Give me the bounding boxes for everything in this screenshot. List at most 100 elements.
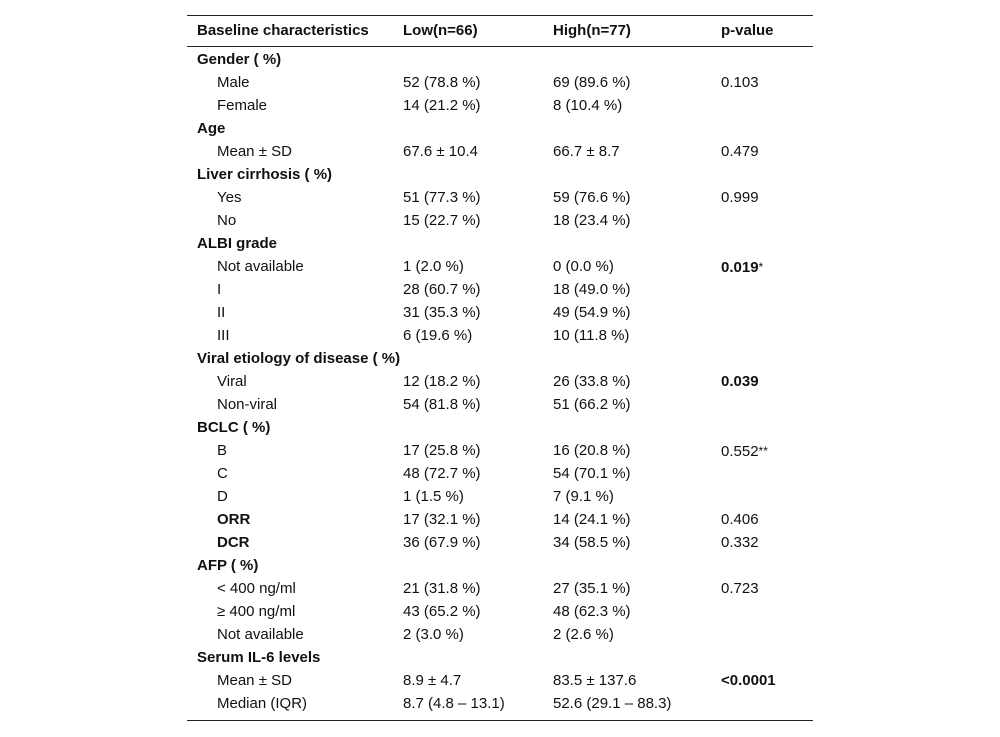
header-cell: High(n=77)	[553, 22, 631, 39]
data-cell: 34 (58.5 %)	[553, 534, 631, 551]
row-label: Viral	[217, 373, 247, 390]
data-cell: 2 (2.6 %)	[553, 626, 614, 643]
data-cell: 1 (2.0 %)	[403, 258, 464, 275]
p-note: **	[758, 444, 768, 458]
p-value: 0.103	[721, 74, 759, 91]
bottom-rule	[187, 720, 813, 721]
data-cell: 8 (10.4 %)	[553, 97, 623, 114]
data-cell: 52 (78.8 %)	[403, 74, 481, 91]
p-value: 0.479	[721, 143, 759, 160]
p-value: 0.406	[721, 511, 759, 528]
top-rule	[187, 15, 813, 16]
data-cell: 7 (9.1 %)	[553, 488, 614, 505]
data-cell: 66.7 ± 8.7	[553, 143, 620, 160]
row-label: No	[217, 212, 237, 229]
row-label: Median (IQR)	[217, 695, 308, 712]
header-rule	[187, 46, 813, 47]
p-value-cell: 0.103	[721, 74, 759, 92]
data-cell: 36 (67.9 %)	[403, 534, 481, 551]
data-cell: 17 (25.8 %)	[403, 442, 481, 459]
data-cell: 28 (60.7 %)	[403, 281, 481, 298]
data-cell: 21 (31.8 %)	[403, 580, 481, 597]
header-cell: Low(n=66)	[403, 22, 478, 39]
row-label: BCLC ( %)	[197, 419, 271, 436]
row-label: Serum IL-6 levels	[197, 649, 321, 666]
p-value-cell: 0.019*	[721, 258, 763, 277]
row-label: ORR	[217, 511, 251, 528]
data-cell: 54 (81.8 %)	[403, 396, 481, 413]
data-cell: 17 (32.1 %)	[403, 511, 481, 528]
row-label: Mean ± SD	[217, 143, 292, 160]
p-value-cell: 0.479	[721, 143, 759, 161]
data-cell: 52.6 (29.1 – 88.3)	[553, 695, 672, 712]
row-label: Liver cirrhosis ( %)	[197, 166, 333, 183]
p-value: 0.552	[721, 443, 759, 460]
data-cell: 2 (3.0 %)	[403, 626, 464, 643]
header-cell: p-value	[721, 22, 774, 39]
p-value-cell: 0.406	[721, 511, 759, 529]
data-cell: 0 (0.0 %)	[553, 258, 614, 275]
data-cell: 12 (18.2 %)	[403, 373, 481, 390]
data-cell: 14 (21.2 %)	[403, 97, 481, 114]
row-label: I	[217, 281, 222, 298]
data-cell: 8.7 (4.8 – 13.1)	[403, 695, 505, 712]
p-value-cell: 0.552**	[721, 442, 768, 461]
data-cell: 16 (20.8 %)	[553, 442, 631, 459]
data-cell: 83.5 ± 137.6	[553, 672, 637, 689]
data-cell: 15 (22.7 %)	[403, 212, 481, 229]
row-label: Viral etiology of disease ( %)	[197, 350, 401, 367]
row-label: Not available	[217, 258, 304, 275]
p-value: <0.0001	[721, 672, 776, 689]
data-cell: 48 (72.7 %)	[403, 465, 481, 482]
row-label: C	[217, 465, 228, 482]
data-cell: 31 (35.3 %)	[403, 304, 481, 321]
row-label: Not available	[217, 626, 304, 643]
data-cell: 51 (66.2 %)	[553, 396, 631, 413]
row-label: ≥ 400 ng/ml	[217, 603, 296, 620]
row-label: Non-viral	[217, 396, 278, 413]
p-value: 0.039	[721, 373, 759, 390]
p-value-cell: 0.332	[721, 534, 759, 552]
data-cell: 18 (49.0 %)	[553, 281, 631, 298]
data-cell: 8.9 ± 4.7	[403, 672, 462, 689]
data-cell: 14 (24.1 %)	[553, 511, 631, 528]
data-cell: 27 (35.1 %)	[553, 580, 631, 597]
p-value: 0.332	[721, 534, 759, 551]
data-cell: 59 (76.6 %)	[553, 189, 631, 206]
data-cell: 18 (23.4 %)	[553, 212, 631, 229]
row-label: III	[217, 327, 230, 344]
p-note: *	[758, 260, 764, 274]
row-label: Yes	[217, 189, 242, 206]
row-label: Mean ± SD	[217, 672, 292, 689]
row-label: II	[217, 304, 226, 321]
row-label: Gender ( %)	[197, 51, 282, 68]
data-cell: 54 (70.1 %)	[553, 465, 631, 482]
data-cell: 6 (19.6 %)	[403, 327, 473, 344]
data-cell: 49 (54.9 %)	[553, 304, 631, 321]
row-label: AFP ( %)	[197, 557, 259, 574]
row-label: ALBI grade	[197, 235, 278, 252]
p-value-cell: 0.999	[721, 189, 759, 207]
data-cell: 67.6 ± 10.4	[403, 143, 478, 160]
row-label: DCR	[217, 534, 250, 551]
data-cell: 48 (62.3 %)	[553, 603, 631, 620]
row-label: D	[217, 488, 228, 505]
row-label: Male	[217, 74, 250, 91]
row-label: Age	[197, 120, 226, 137]
row-label: Female	[217, 97, 268, 114]
p-value-cell: 0.723	[721, 580, 759, 598]
data-cell: 51 (77.3 %)	[403, 189, 481, 206]
p-value-cell: 0.039	[721, 373, 759, 391]
data-cell: 1 (1.5 %)	[403, 488, 464, 505]
data-cell: 26 (33.8 %)	[553, 373, 631, 390]
data-cell: 10 (11.8 %)	[553, 327, 630, 344]
p-value: 0.723	[721, 580, 759, 597]
row-label: B	[217, 442, 228, 459]
row-label: < 400 ng/ml	[217, 580, 296, 597]
p-value: 0.019	[721, 259, 759, 276]
p-value-cell: <0.0001	[721, 672, 776, 690]
header-cell: Baseline characteristics	[197, 22, 369, 39]
data-cell: 43 (65.2 %)	[403, 603, 481, 620]
data-cell: 69 (89.6 %)	[553, 74, 631, 91]
